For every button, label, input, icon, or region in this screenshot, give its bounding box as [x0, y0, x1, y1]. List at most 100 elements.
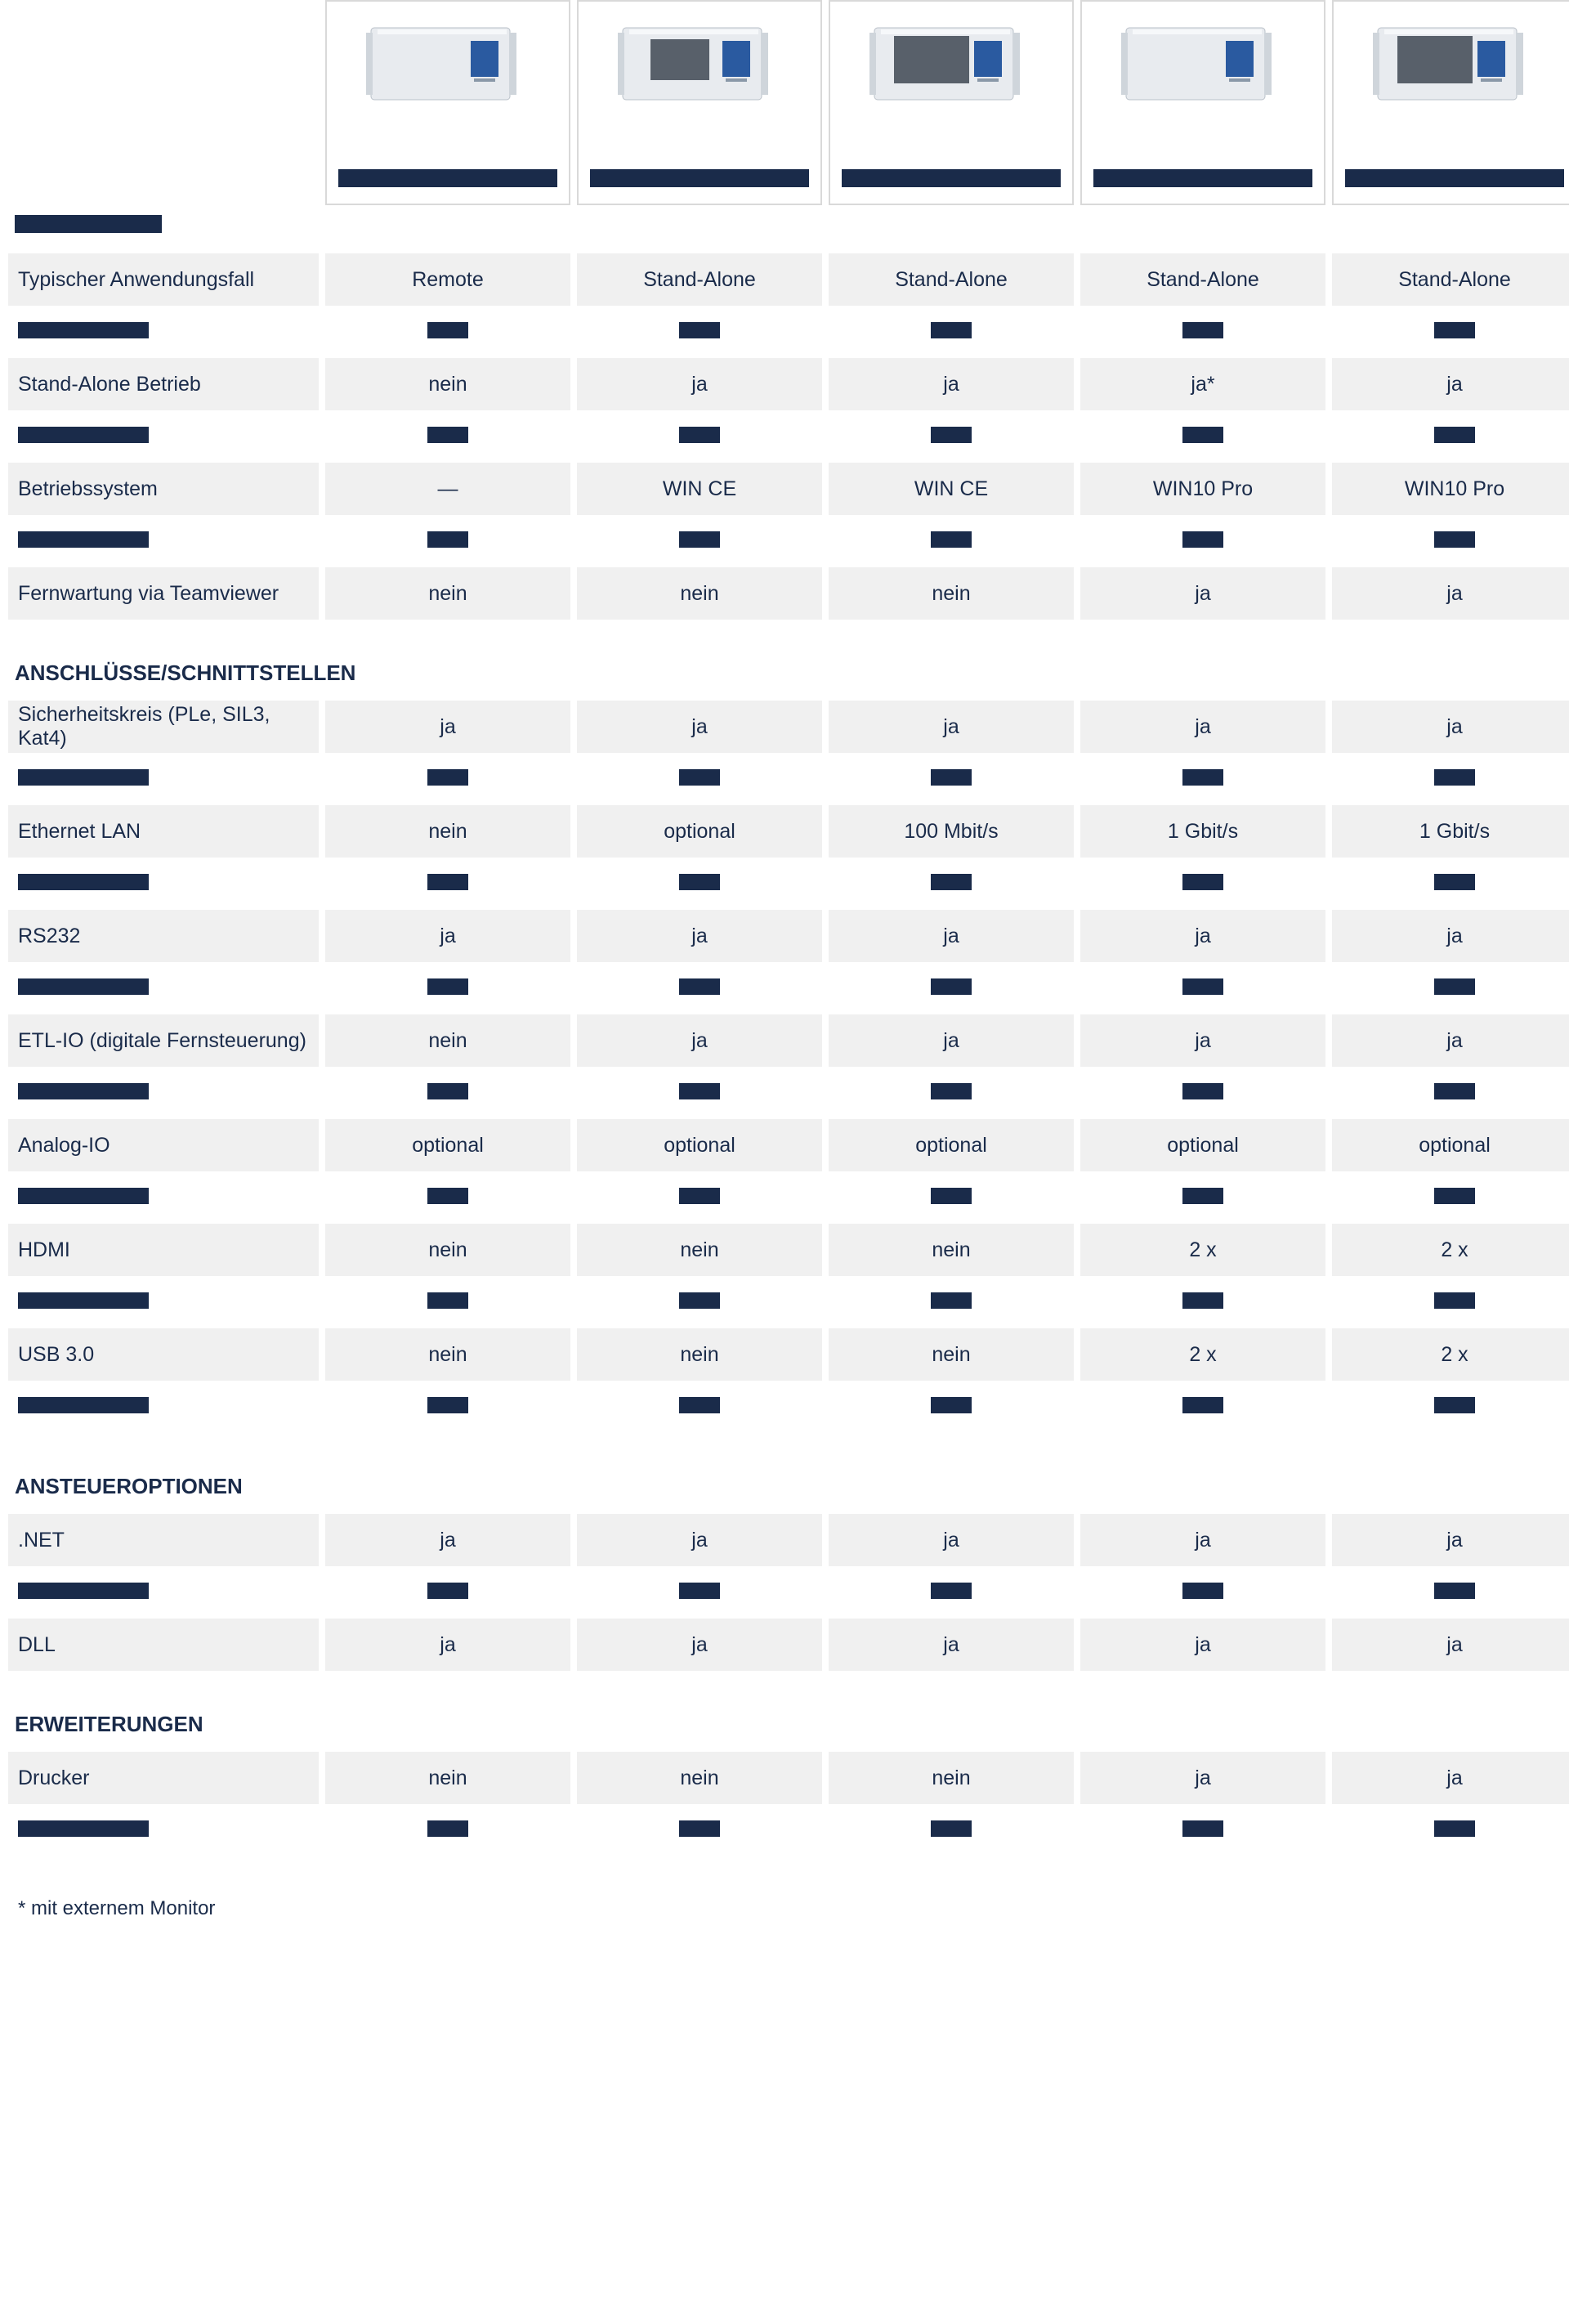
section-heading: ANSCHLÜSSE/SCHNITTSTELLEN [8, 620, 1569, 701]
comparison-table: Typischer AnwendungsfallRemoteStand-Alon… [8, 0, 1569, 1856]
row-value: WIN CE [577, 463, 822, 515]
redacted-value [1182, 874, 1223, 890]
redacted-label [18, 1083, 149, 1099]
row-value [1080, 1566, 1325, 1619]
product-image [829, 0, 1074, 120]
row-label: RS232 [8, 910, 319, 962]
row-value: nein [829, 1328, 1074, 1381]
section-heading: ANSTEUEROPTIONEN [8, 1433, 1569, 1514]
row-label: Betriebssystem [8, 463, 319, 515]
redacted-value [1434, 531, 1475, 548]
redacted-label [18, 1188, 149, 1204]
row-value: ja [1332, 910, 1569, 962]
row-value: ja [829, 701, 1074, 753]
footnote: * mit externem Monitor [8, 1856, 1561, 1920]
row-value: 2 x [1332, 1328, 1569, 1381]
row-value: optional [325, 1119, 570, 1171]
row-value: ja [577, 358, 822, 410]
row-value [1332, 1381, 1569, 1433]
row-value: optional [1080, 1119, 1325, 1171]
row-value [325, 410, 570, 463]
row-value: ja [1332, 358, 1569, 410]
row-value: Stand-Alone [1332, 253, 1569, 306]
row-value: nein [577, 1224, 822, 1276]
redacted-label [18, 1397, 149, 1413]
row-value: nein [577, 1752, 822, 1804]
redacted-value [931, 1820, 972, 1837]
row-value [325, 1067, 570, 1119]
row-value: ja [829, 910, 1074, 962]
redacted-value [679, 874, 720, 890]
row-value: ja [577, 910, 822, 962]
redacted-value [1434, 322, 1475, 338]
row-value: ja* [1080, 358, 1325, 410]
row-value: nein [325, 1752, 570, 1804]
row-value [325, 962, 570, 1014]
row-value [325, 1171, 570, 1224]
row-label: HDMI [8, 1224, 319, 1276]
row-value: nein [577, 1328, 822, 1381]
row-label [8, 1171, 319, 1224]
row-value [1332, 1171, 1569, 1224]
row-value [325, 515, 570, 567]
row-value [829, 1804, 1074, 1856]
row-value: ja [829, 358, 1074, 410]
row-value [577, 753, 822, 805]
row-value: nein [577, 567, 822, 620]
row-value: — [325, 463, 570, 515]
row-value [325, 1804, 570, 1856]
row-value: 1 Gbit/s [1332, 805, 1569, 858]
redacted-value [931, 1583, 972, 1599]
row-value [1332, 410, 1569, 463]
redacted-value [931, 427, 972, 443]
redacted-value [427, 322, 468, 338]
row-value [577, 962, 822, 1014]
redacted-value [931, 874, 972, 890]
row-value [325, 1276, 570, 1328]
redacted-value [931, 978, 972, 995]
row-value: ja [1332, 1619, 1569, 1671]
row-value: ja [1080, 701, 1325, 753]
row-value [577, 515, 822, 567]
row-label [8, 1804, 319, 1856]
row-value: 1 Gbit/s [1080, 805, 1325, 858]
row-value: ja [1332, 1752, 1569, 1804]
row-value: Stand-Alone [829, 253, 1074, 306]
row-value: WIN CE [829, 463, 1074, 515]
redacted-value [679, 1188, 720, 1204]
row-value: ja [829, 1514, 1074, 1566]
redacted-value [1434, 978, 1475, 995]
row-value: nein [325, 358, 570, 410]
row-label: Ethernet LAN [8, 805, 319, 858]
redacted-value [427, 427, 468, 443]
row-value: ja [577, 1514, 822, 1566]
row-value: ja [1332, 567, 1569, 620]
redacted-label [18, 1583, 149, 1599]
row-label [8, 515, 319, 567]
row-value [1332, 753, 1569, 805]
redacted-value [427, 1820, 468, 1837]
redacted-value [427, 1397, 468, 1413]
redacted-value [1434, 1397, 1475, 1413]
product-name [325, 120, 570, 205]
redacted-value [1434, 1820, 1475, 1837]
row-value: ja [1080, 1014, 1325, 1067]
redacted-value [427, 1188, 468, 1204]
redacted-value [1434, 1188, 1475, 1204]
redacted-value [1182, 769, 1223, 786]
section-heading [8, 205, 1569, 253]
product-name [1080, 120, 1325, 205]
redacted-value [1434, 769, 1475, 786]
redacted-value [1182, 1292, 1223, 1309]
redacted-value [1434, 874, 1475, 890]
row-value: 2 x [1080, 1328, 1325, 1381]
row-value [1332, 1276, 1569, 1328]
row-value [325, 1381, 570, 1433]
row-value: 2 x [1332, 1224, 1569, 1276]
product-name [577, 120, 822, 205]
row-value [829, 306, 1074, 358]
redacted-value [931, 1397, 972, 1413]
redacted-value [931, 322, 972, 338]
row-label: Analog-IO [8, 1119, 319, 1171]
row-value [829, 515, 1074, 567]
